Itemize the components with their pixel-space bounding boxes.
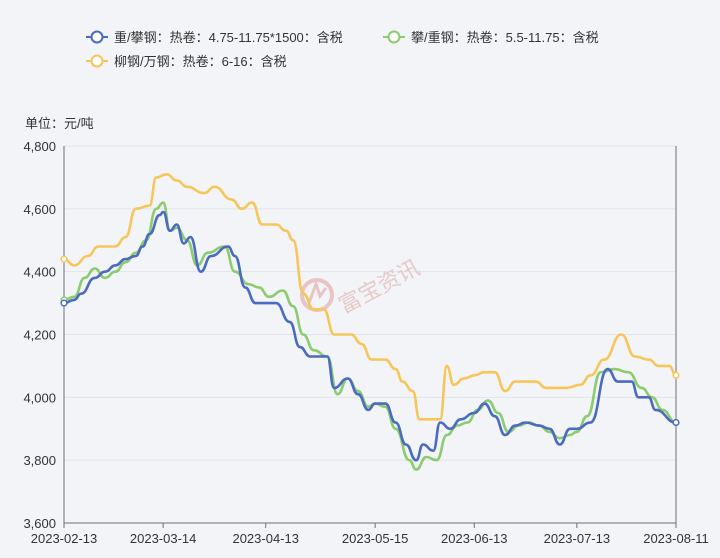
y-unit-label: 单位：元/吨 [25, 116, 94, 131]
legend-label: 柳钢/万钢：热卷：6-16：含税 [114, 54, 287, 69]
legend-circle-icon [387, 30, 401, 44]
watermark-mark [307, 279, 328, 304]
y-tick-label: 4,000 [23, 390, 56, 405]
y-tick-label: 4,800 [23, 139, 56, 154]
legend[interactable]: 重/攀钢：热卷：4.75-11.75*1500：含税 攀/重钢：热卷：5.5-11… [86, 30, 599, 69]
series-end-point [60, 255, 68, 263]
series-end-point [60, 299, 68, 307]
legend-item[interactable]: 重/攀钢：热卷：4.75-11.75*1500：含税 [86, 30, 343, 45]
x-tick-label: 2023-05-15 [342, 531, 409, 546]
x-tick-label: 2023-04-13 [232, 531, 299, 546]
x-tick-label: 2023-03-14 [130, 531, 197, 546]
y-tick-label: 4,200 [23, 328, 56, 343]
x-tick-label: 2023-02-13 [31, 531, 98, 546]
grid-lines [64, 145, 676, 524]
legend-item[interactable]: 攀/重钢：热卷：5.5-11.75：含税 [383, 30, 599, 45]
y-tick-label: 3,800 [23, 453, 56, 468]
x-tick-label: 2023-08-11 [643, 531, 709, 546]
legend-circle-icon [90, 54, 104, 68]
y-tick-label: 4,600 [23, 202, 56, 217]
y-tick-label: 3,600 [23, 516, 56, 531]
series-end-markers [60, 255, 680, 427]
axes: 3,600 3,800 4,000 4,200 4,400 4,600 4,800 2023-… [23, 139, 708, 546]
y-tick-label: 4,400 [23, 265, 56, 280]
x-tick-label: 2023-06-13 [441, 531, 508, 546]
series-end-point [672, 418, 680, 427]
x-tick-label: 2023-07-13 [544, 531, 611, 546]
series-line[interactable] [63, 201, 677, 471]
legend-label: 重/攀钢：热卷：4.75-11.75*1500：含税 [114, 30, 343, 45]
series-lines [63, 173, 677, 471]
series-end-point [672, 371, 680, 379]
watermark-text: 富宝资讯 [335, 256, 424, 319]
series-line[interactable] [63, 210, 677, 462]
legend-item[interactable]: 柳钢/万钢：热卷：6-16：含税 [86, 54, 287, 69]
legend-circle-icon [90, 30, 104, 44]
legend-label: 攀/重钢：热卷：5.5-11.75：含税 [411, 30, 599, 45]
series-line[interactable] [63, 173, 677, 421]
